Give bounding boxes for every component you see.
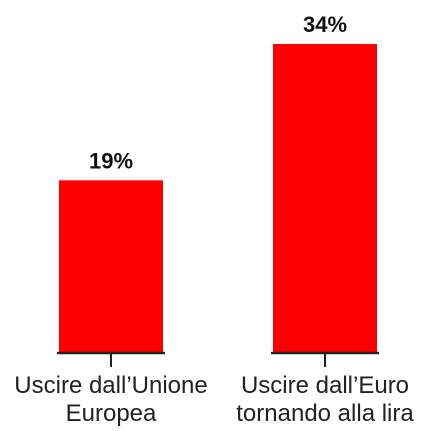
category-label-2-line-2: tornando alla lira xyxy=(236,400,414,427)
category-label-2-line-1: Uscire dall’Euro xyxy=(241,372,409,399)
category-label-1-line-2: Europea xyxy=(66,400,157,427)
value-label-1: 19% xyxy=(89,148,133,173)
value-label-2: 34% xyxy=(303,12,347,37)
bar-2 xyxy=(273,44,377,353)
category-label-1-line-1: Uscire dall’Unione xyxy=(14,372,207,399)
bar-1 xyxy=(59,180,163,353)
